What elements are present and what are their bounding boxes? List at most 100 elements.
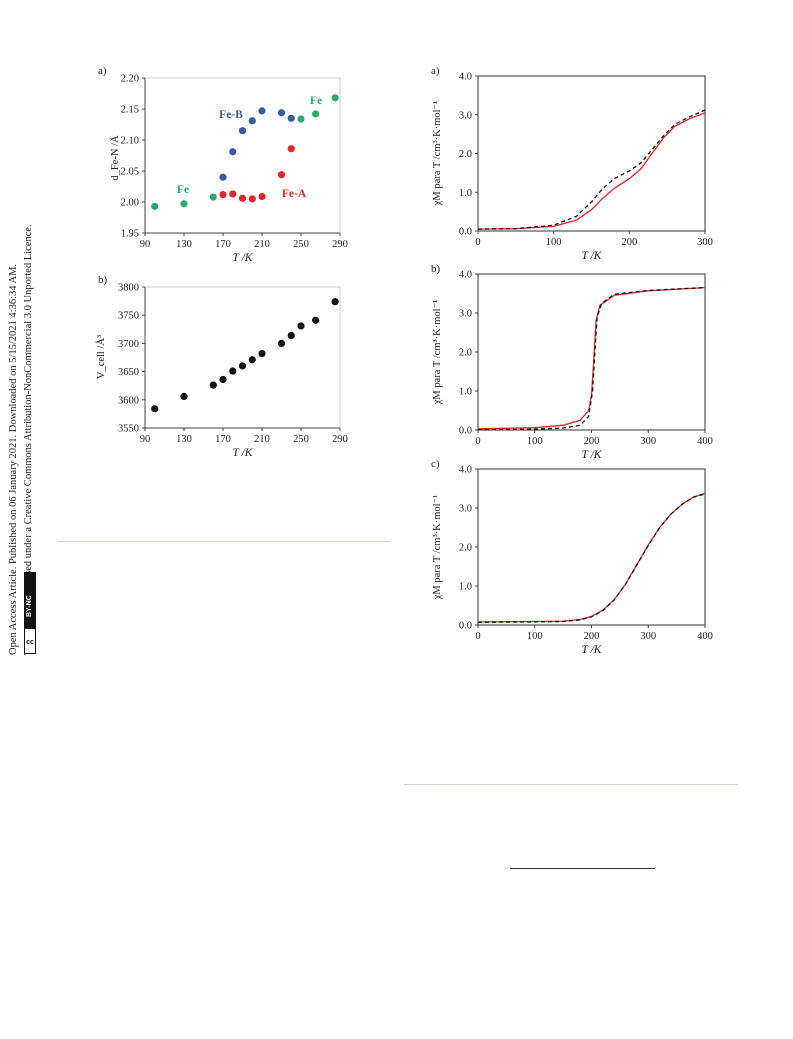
y-tick-label: 3550 xyxy=(118,424,139,435)
data-point xyxy=(287,145,295,153)
plot-frame xyxy=(477,75,706,232)
data-point xyxy=(277,339,286,347)
x-tick-label: 0 xyxy=(475,237,480,248)
x-tick-label: 100 xyxy=(527,436,543,447)
x-tick-label: 100 xyxy=(527,631,543,642)
x-tick-label: 100 xyxy=(546,237,562,248)
data-point xyxy=(238,362,247,370)
x-tick-label: 400 xyxy=(697,436,713,447)
data-point xyxy=(248,117,256,125)
y-tick-label: 3600 xyxy=(118,395,139,406)
x-tick-label: 130 xyxy=(176,239,192,250)
x-tick-label: 130 xyxy=(176,434,192,445)
x-axis-label: T /K xyxy=(233,252,254,264)
x-tick-label: 210 xyxy=(254,239,270,250)
series-annotation: Fe-A xyxy=(282,188,307,200)
x-tick-label: 90 xyxy=(140,434,151,445)
dashed-curve xyxy=(477,109,706,230)
data-point xyxy=(151,405,159,413)
data-point xyxy=(258,349,266,358)
solid-curve xyxy=(477,286,706,430)
solid-curve xyxy=(477,492,706,623)
y-tick-label: 3.0 xyxy=(459,110,472,121)
data-point xyxy=(297,322,305,330)
x-tick-label: 90 xyxy=(140,239,151,250)
data-point xyxy=(331,94,339,102)
x-tick-label: 0 xyxy=(475,436,480,447)
y-tick-label: 4.0 xyxy=(459,465,472,476)
data-point xyxy=(238,194,247,202)
x-tick-label: 300 xyxy=(640,436,656,447)
y-tick-label: 1.0 xyxy=(459,387,472,398)
data-point xyxy=(277,109,286,117)
data-point xyxy=(287,331,295,340)
data-point xyxy=(258,192,266,201)
x-axis-label: T /K xyxy=(582,644,603,656)
x-tick-label: 290 xyxy=(332,239,348,250)
y-tick-label: 1.0 xyxy=(459,582,472,593)
panel-label: b) xyxy=(431,263,441,275)
data-point xyxy=(219,173,227,181)
data-point xyxy=(238,127,247,135)
x-tick-label: 250 xyxy=(293,434,309,445)
data-point xyxy=(229,148,237,156)
solid-curve xyxy=(477,112,706,230)
y-tick-label: 2.15 xyxy=(121,105,139,116)
divider-left xyxy=(58,541,390,542)
panel-label: a) xyxy=(431,65,440,77)
panel-label: a) xyxy=(98,65,107,77)
x-axis-label: T /K xyxy=(582,250,603,262)
cc-icon: cc xyxy=(25,631,35,653)
data-point xyxy=(248,195,256,203)
series-annotation: Fe xyxy=(177,184,189,196)
y-tick-label: 3700 xyxy=(118,339,139,350)
y-tick-label: 2.0 xyxy=(459,543,472,554)
x-tick-label: 250 xyxy=(293,239,309,250)
divider-right xyxy=(404,784,738,785)
y-tick-label: 3.0 xyxy=(459,504,472,515)
y-axis-label: χM para T /cm³·K·mol⁻¹ xyxy=(432,101,443,206)
y-tick-label: 1.0 xyxy=(459,188,472,199)
y-axis-label: χM para T /cm³·K·mol⁻¹ xyxy=(432,300,443,405)
license-sidebar: Open Access Article. Published on 06 Jan… xyxy=(0,0,40,680)
y-tick-label: 2.10 xyxy=(121,136,139,147)
y-tick-label: 3.0 xyxy=(459,309,472,320)
y-tick-label: 2.0 xyxy=(459,348,472,359)
x-tick-label: 200 xyxy=(584,631,600,642)
dashed-curve xyxy=(477,493,706,623)
y-tick-label: 2.0 xyxy=(459,149,472,160)
data-point xyxy=(209,193,217,201)
data-point xyxy=(151,202,159,210)
series-annotation: Fe-B xyxy=(219,109,243,121)
data-point xyxy=(219,190,227,199)
y-tick-label: 3650 xyxy=(118,367,139,378)
plot-frame xyxy=(477,273,706,431)
data-point xyxy=(258,107,266,115)
x-tick-label: 170 xyxy=(215,239,231,250)
y-tick-label: 3750 xyxy=(118,311,139,322)
y-axis-label: V_cell /Å³ xyxy=(95,335,107,379)
cc-license-badge[interactable]: BY-NC cc xyxy=(24,572,36,654)
x-tick-label: 300 xyxy=(640,631,656,642)
panel-label: b) xyxy=(98,274,108,286)
x-tick-label: 170 xyxy=(215,434,231,445)
x-tick-label: 200 xyxy=(584,436,600,447)
y-axis-label: χM para T /cm³·K·mol⁻¹ xyxy=(432,495,443,600)
data-point xyxy=(209,381,217,389)
y-tick-label: 4.0 xyxy=(459,270,472,281)
data-point xyxy=(312,110,320,118)
x-axis-label: T /K xyxy=(582,449,603,461)
y-tick-label: 2.05 xyxy=(121,167,139,178)
dashed-curve xyxy=(477,286,706,431)
plot-frame xyxy=(144,286,341,429)
y-tick-label: 0.0 xyxy=(459,426,472,437)
y-tick-label: 3800 xyxy=(118,283,139,294)
y-tick-label: 2.20 xyxy=(121,74,139,85)
x-tick-label: 0 xyxy=(475,631,480,642)
y-axis-label: d_Fe-N /Å xyxy=(109,135,121,181)
y-tick-label: 0.0 xyxy=(459,227,472,238)
x-tick-label: 290 xyxy=(332,434,348,445)
data-point xyxy=(277,171,286,179)
data-point xyxy=(219,375,227,384)
y-tick-label: 0.0 xyxy=(459,621,472,632)
